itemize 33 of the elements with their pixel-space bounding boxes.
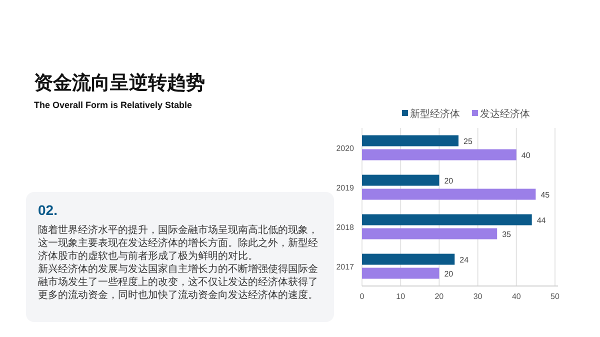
y-tick-label: 2017 [336, 262, 355, 272]
data-label: 20 [444, 176, 454, 186]
x-tick-label: 40 [512, 292, 522, 301]
x-tick-label: 0 [360, 292, 365, 301]
data-label: 35 [502, 230, 512, 239]
y-tick-label: 2019 [336, 183, 355, 192]
bar [362, 268, 440, 279]
y-tick-label: 2020 [336, 144, 355, 153]
text: 随着世界经济水平的提升，国际金融市场呈现南高北低的现象，这一现象主要表现在发达经济体的增长方面。除此之外，新型经济体股市的虚软也与前者形成了极为鲜明的对比。 [38, 224, 319, 263]
text: 资金流向呈逆转趋势 [34, 72, 205, 96]
data-label: 24 [460, 255, 470, 264]
x-tick-label: 30 [473, 292, 483, 301]
data-label: 40 [521, 150, 531, 160]
text: 02. [38, 202, 58, 218]
y-tick-label: 2018 [336, 222, 355, 232]
data-label: 20 [444, 269, 454, 278]
bar [362, 254, 455, 265]
bar [362, 135, 458, 146]
bar [362, 149, 516, 160]
bar [362, 174, 440, 186]
x-tick-label: 20 [434, 292, 444, 301]
x-tick-label: 10 [396, 292, 406, 301]
data-label: 45 [540, 190, 550, 200]
legend-label: 新型经济体 [410, 108, 460, 120]
bar [362, 228, 498, 240]
bar [362, 214, 532, 226]
data-label: 25 [464, 136, 473, 146]
bar [362, 188, 536, 200]
x-tick-label: 50 [550, 292, 560, 301]
text: The Overall Form is Relatively Stable [34, 100, 192, 110]
data-label: 44 [536, 216, 546, 225]
legend-label: 发达经济体 [480, 108, 530, 120]
text: 新兴经济体的发展与发达国家自主增长力的不断增强使得国际金融市场发生了一些程度上的改变，这不仅让发达的经济体获得了更多的流动资金，同时也加快了流动资金向发达经济体的速度。 [38, 263, 319, 302]
